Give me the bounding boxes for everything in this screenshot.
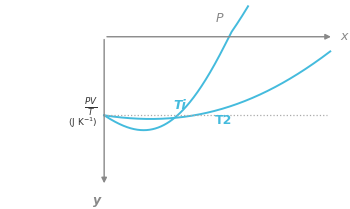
- Text: y: y: [93, 194, 102, 207]
- Text: $\frac{PV}{T}$: $\frac{PV}{T}$: [84, 97, 97, 119]
- Text: (J K$^{-1}$): (J K$^{-1}$): [68, 116, 97, 130]
- Text: Ti: Ti: [173, 99, 186, 112]
- Text: T2: T2: [215, 113, 233, 126]
- Text: P: P: [215, 12, 223, 25]
- Text: x: x: [341, 30, 348, 43]
